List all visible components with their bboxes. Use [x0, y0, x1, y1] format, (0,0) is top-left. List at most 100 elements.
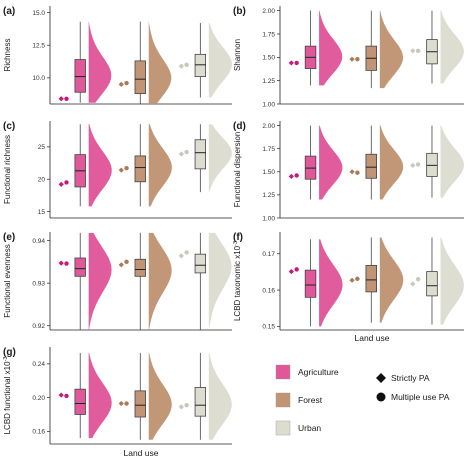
point-multiple-use-pa	[184, 149, 189, 155]
violin-half	[379, 10, 403, 89]
group-forest	[118, 124, 172, 207]
violin-half	[208, 22, 232, 98]
y-axis-label: Shannon	[233, 39, 242, 71]
y-axis-label: Functional dispersion	[233, 132, 242, 208]
y-tick-label: 1.00	[262, 215, 275, 222]
panel-letter: (d)	[233, 121, 246, 132]
point-strictly-pa	[410, 281, 416, 287]
x-axis-label: Land use	[355, 333, 390, 343]
group-urban	[178, 22, 232, 98]
point-multiple-use-pa	[64, 180, 69, 185]
y-tick-label: 25	[38, 144, 46, 151]
legend-swatch-agriculture	[275, 364, 291, 380]
box	[365, 153, 378, 179]
point-strictly-pa	[410, 162, 416, 168]
box	[74, 257, 86, 277]
group-forest	[349, 10, 403, 89]
point-multiple-use-pa	[355, 276, 360, 282]
point-strictly-pa	[410, 48, 416, 54]
violin-half	[208, 352, 232, 440]
y-tick-label: 0.17	[262, 251, 275, 258]
y-axis-label: LCBD taxonomic x10-3	[233, 241, 242, 321]
violin-half	[319, 239, 343, 327]
group-agriculture	[288, 10, 343, 86]
point-multiple-use-pa	[184, 62, 189, 67]
group-forest	[349, 237, 404, 323]
point-multiple-use-pa	[415, 48, 421, 53]
point-multiple-use-pa	[294, 173, 299, 178]
panel-g: (g)LCBD functional x10-3 0.16 0.20 0.24 Land…	[3, 347, 232, 458]
point-strictly-pa	[178, 63, 184, 69]
y-tick-label: 2.00	[262, 123, 275, 130]
y-tick-label: 1.00	[262, 101, 275, 108]
violin-half	[208, 232, 232, 330]
point-strictly-pa	[288, 60, 294, 66]
panels: (a) Richness 10.0 12.5 15.0 (b) Shannon 1.00 1.2…	[3, 6, 464, 458]
panel-letter: (e)	[3, 232, 15, 243]
violin-half	[440, 237, 464, 325]
point-strictly-pa	[178, 404, 184, 410]
legend-swatch-urban	[275, 420, 291, 436]
point-strictly-pa	[288, 173, 294, 180]
group-urban	[178, 232, 232, 330]
y-tick-label: 0.20	[32, 395, 45, 402]
point-strictly-pa	[118, 400, 124, 407]
group-agriculture	[288, 239, 343, 327]
y-tick-label: 10.0	[32, 75, 45, 82]
y-tick-label: 1.75	[262, 146, 275, 153]
box	[194, 53, 207, 77]
box	[134, 155, 146, 183]
y-tick-label: 1.25	[262, 192, 275, 199]
point-strictly-pa	[58, 392, 64, 398]
group-urban	[410, 237, 464, 325]
y-tick-label: 0.16	[32, 429, 45, 436]
point-multiple-use-pa	[64, 261, 69, 266]
point-strictly-pa	[178, 253, 184, 259]
group-urban	[178, 352, 232, 440]
y-tick-label: 0.92	[32, 323, 45, 330]
y-tick-label: 0.94	[32, 238, 45, 245]
legend-diamond-icon	[376, 373, 386, 383]
point-multiple-use-pa	[294, 60, 299, 66]
violin-half	[88, 21, 112, 103]
violin-half	[148, 124, 172, 207]
point-strictly-pa	[58, 260, 64, 266]
panel-a: (a) Richness 10.0 12.5 15.0	[3, 6, 232, 105]
box	[134, 390, 146, 418]
legend-circle-icon	[376, 392, 386, 402]
box	[426, 271, 438, 297]
violin-half	[148, 352, 172, 440]
y-axis-label-superscript: -3	[233, 241, 239, 246]
panel-c: (c) Functional richness 15 20 25	[3, 121, 232, 219]
group-urban	[410, 125, 464, 198]
panel-letter: (c)	[3, 121, 15, 132]
point-strictly-pa	[288, 268, 294, 275]
group-agriculture	[58, 232, 112, 330]
point-multiple-use-pa	[64, 96, 69, 101]
y-tick-label: 0.15	[262, 324, 275, 331]
y-tick-label: 15	[38, 209, 46, 216]
legend-label-agriculture: Agriculture	[298, 367, 339, 377]
legend-label-multiple-use-pa: Multiple use PA	[391, 392, 450, 402]
violin-half	[148, 21, 172, 104]
box	[134, 258, 146, 277]
violin-half	[379, 125, 404, 200]
point-multiple-use-pa	[124, 401, 129, 406]
point-multiple-use-pa	[415, 276, 421, 282]
violin-half	[379, 237, 404, 323]
point-multiple-use-pa	[355, 57, 360, 62]
legend: Agriculture Forest Urban Strictly PA Multipl…	[275, 364, 450, 436]
group-agriculture	[58, 352, 112, 439]
point-strictly-pa	[178, 151, 184, 157]
point-strictly-pa	[118, 262, 124, 268]
panel-letter: (g)	[3, 347, 16, 358]
group-agriculture	[58, 124, 112, 207]
y-tick-label: 0.16	[262, 287, 275, 294]
violin-half	[440, 10, 464, 84]
point-multiple-use-pa	[124, 80, 129, 86]
violin-half	[208, 124, 232, 193]
point-multiple-use-pa	[355, 170, 360, 175]
group-agriculture	[58, 21, 112, 103]
violin-half	[319, 10, 343, 86]
y-axis-label: Richness	[3, 39, 12, 72]
